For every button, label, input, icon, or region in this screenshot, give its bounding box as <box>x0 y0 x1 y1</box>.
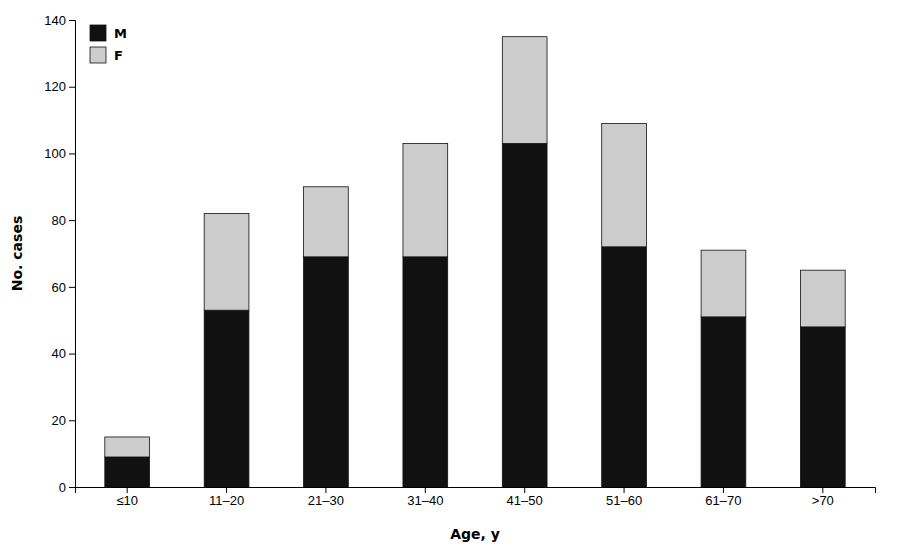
y-tick: 0 <box>59 480 75 495</box>
x-tick-mark <box>325 487 326 493</box>
bar <box>502 143 547 487</box>
bar <box>105 457 150 487</box>
x-tick-label: 61–70 <box>705 493 741 508</box>
bar <box>602 123 647 246</box>
x-tick-label: 31–40 <box>407 493 443 508</box>
y-tick: 100 <box>44 146 75 161</box>
y-tick-mark <box>69 420 75 421</box>
y-tick-label: 100 <box>44 146 66 161</box>
y-tick-mark <box>69 87 75 88</box>
x-tick: 41–50 <box>507 487 543 508</box>
y-tick-label: 20 <box>52 413 66 428</box>
x-tick: 21–30 <box>308 487 344 508</box>
x-tick-mark <box>524 487 525 493</box>
y-tick-mark <box>69 153 75 154</box>
y-axis-line <box>69 21 76 488</box>
legend-label: F <box>114 48 123 63</box>
bar <box>105 437 150 457</box>
y-axis-title: No. cases <box>9 216 25 291</box>
y-tick: 80 <box>52 213 75 228</box>
x-axis-line <box>76 488 876 494</box>
legend-label: M <box>114 26 127 41</box>
y-tick-label: 40 <box>52 346 66 361</box>
plot-area: ≤10 11–20 21–30 31–40 41–50 51–60 61–70 >70 0 20 4… <box>44 13 875 509</box>
bar <box>204 213 249 310</box>
x-tick: 51–60 <box>606 487 642 508</box>
x-tick-mark <box>425 487 426 493</box>
x-tick: 31–40 <box>407 487 443 508</box>
y-tick-label: 80 <box>52 213 66 228</box>
bar <box>403 143 448 256</box>
legend-swatch <box>90 47 106 63</box>
y-tick-mark <box>69 220 75 221</box>
bar <box>204 310 249 487</box>
legend: MF <box>90 25 127 63</box>
y-tick-label: 60 <box>52 280 66 295</box>
x-tick-label: 51–60 <box>606 493 642 508</box>
y-tick-mark <box>69 354 75 355</box>
x-tick: 11–20 <box>209 487 244 508</box>
y-tick-mark <box>69 20 75 21</box>
bar <box>304 257 349 487</box>
y-tick-label: 140 <box>44 13 66 28</box>
x-tick: 61–70 <box>705 487 741 508</box>
bar <box>502 37 547 144</box>
bar <box>403 257 448 487</box>
x-tick-label: >70 <box>812 493 834 508</box>
x-tick-label: 11–20 <box>209 493 244 508</box>
x-tick-mark <box>226 487 227 493</box>
series-bars <box>105 143 845 487</box>
legend-item: M <box>90 25 127 41</box>
y-tick: 20 <box>52 413 75 428</box>
y-tick-mark <box>69 287 75 288</box>
x-tick-mark <box>822 487 823 493</box>
x-tick-label: ≤10 <box>116 493 138 508</box>
x-axis-title: Age, y <box>450 526 500 542</box>
bar <box>701 317 746 487</box>
bar <box>701 250 746 317</box>
bar <box>602 247 647 487</box>
bars <box>105 37 845 487</box>
x-tick-label: 21–30 <box>308 493 344 508</box>
bar <box>304 187 349 257</box>
y-tick-label: 120 <box>44 79 66 94</box>
y-axis: 0 20 40 60 80 100 120 140 <box>44 13 75 495</box>
y-tick: 40 <box>52 346 75 361</box>
x-tick-mark <box>723 487 724 493</box>
y-tick: 60 <box>52 280 75 295</box>
bar <box>800 327 845 487</box>
x-axis: ≤10 11–20 21–30 31–40 41–50 51–60 61–70 >70 <box>76 487 876 508</box>
bar <box>800 270 845 327</box>
x-tick-label: 41–50 <box>507 493 543 508</box>
y-tick-mark <box>69 487 75 488</box>
legend-swatch <box>90 25 106 41</box>
chart: ≤10 11–20 21–30 31–40 41–50 51–60 61–70 >70 0 20 4… <box>0 0 900 557</box>
x-tick-mark <box>624 487 625 493</box>
x-tick-mark <box>127 487 128 493</box>
y-tick: 120 <box>44 79 75 94</box>
x-tick: ≤10 <box>116 487 138 508</box>
legend-item: F <box>90 47 123 63</box>
series-bars <box>105 37 845 457</box>
y-tick: 140 <box>44 13 75 28</box>
x-tick: >70 <box>812 487 834 508</box>
y-tick-label: 0 <box>59 480 66 495</box>
